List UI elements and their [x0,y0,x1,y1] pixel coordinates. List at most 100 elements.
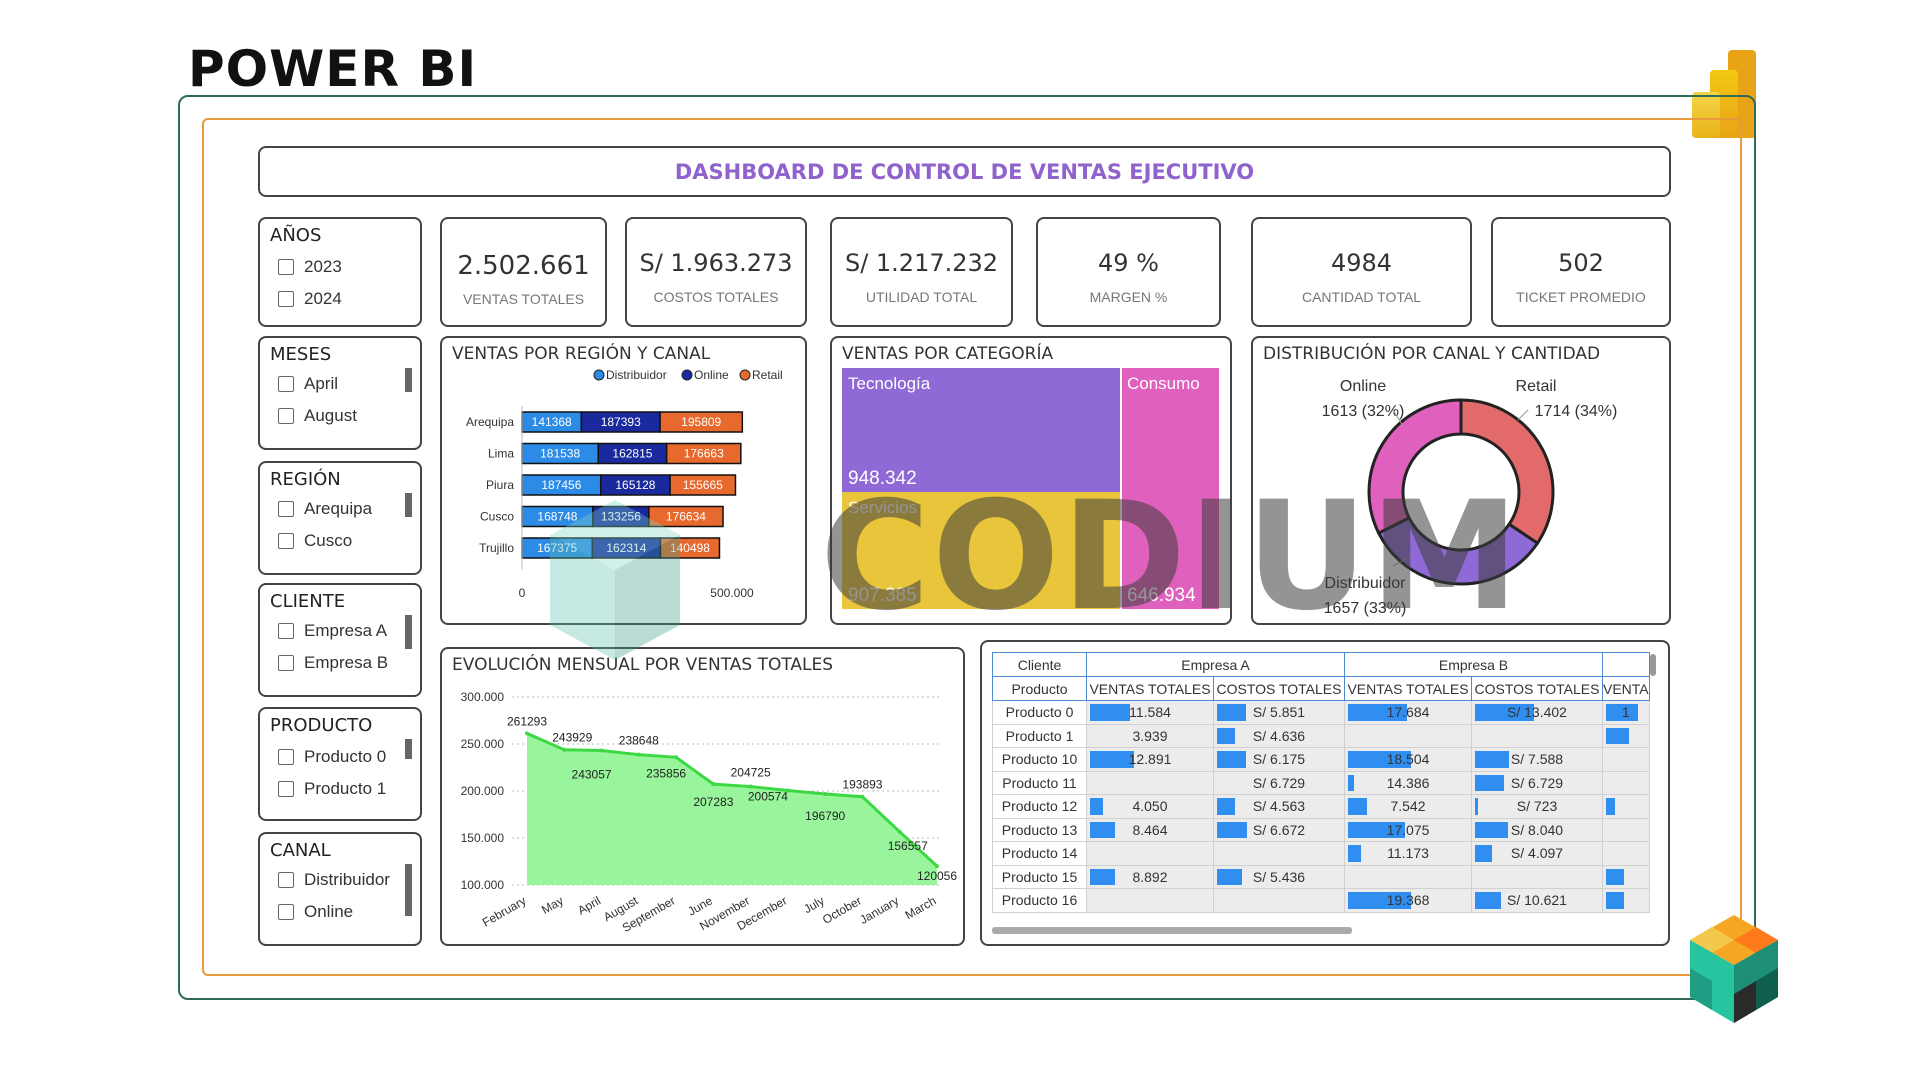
data-point[interactable] [636,752,641,757]
treemap-tile-servicios[interactable]: Servicios 907.385 [842,492,1120,609]
data-point[interactable] [674,755,679,760]
bar-segment-retail[interactable] [648,505,724,528]
table-row[interactable]: Producto 14 11.173 S/ 4.097 [992,841,1650,866]
table-cell[interactable] [1471,723,1603,748]
checkbox[interactable] [278,655,294,671]
measure-header[interactable]: COSTOS TOTALES [1471,676,1603,701]
table-cell[interactable] [1602,723,1650,748]
checkbox[interactable] [278,781,294,797]
table-row[interactable]: Producto 10 12.891 S/ 6.175 18.504 S/ 7.588 [992,747,1650,772]
table-cell[interactable]: S/ 4.097 [1471,841,1603,866]
table-cell[interactable] [1602,794,1650,819]
table-row[interactable]: Producto 0 11.584 S/ 5.851 17.684 S/ 13.402 1 [992,700,1650,725]
table-cell[interactable] [1602,841,1650,866]
slicer-scrollbar[interactable] [405,615,412,649]
bar-segment-retail[interactable] [669,474,737,496]
table-cell[interactable]: 14.386 [1344,770,1472,795]
data-point[interactable] [599,748,604,753]
slicer-scrollbar[interactable] [405,864,412,916]
table-cell[interactable]: 1 [1602,700,1650,725]
data-point[interactable] [525,731,529,736]
checkbox[interactable] [278,291,294,307]
data-point[interactable] [562,747,567,752]
client-empresa-a-header[interactable]: Empresa A [1086,652,1345,677]
table-cell[interactable] [1344,864,1472,889]
table-cell[interactable]: 7.542 [1344,794,1472,819]
slicer-option-2024[interactable]: 2024 [278,289,342,309]
checkbox[interactable] [278,501,294,517]
checkbox[interactable] [278,904,294,920]
chart-legend[interactable]: Distribuidor Online Retail [593,368,783,382]
slicer-option-april[interactable]: April [278,374,338,394]
table-row[interactable]: Producto 1 3.939 S/ 4.636 [992,723,1650,748]
table-cell[interactable] [1086,888,1214,913]
slicer-scrollbar[interactable] [405,739,412,759]
table-horizontal-scrollbar[interactable] [992,927,1352,934]
data-point[interactable] [935,864,939,869]
table-cell[interactable] [1086,770,1214,795]
table-cell[interactable]: 12.891 [1086,747,1214,772]
table-cell[interactable] [1213,841,1345,866]
measure-header[interactable]: VENTA [1602,676,1650,701]
slicer-option-producto-0[interactable]: Producto 0 [278,747,386,767]
table-cell[interactable]: 11.173 [1344,841,1472,866]
table-cell[interactable] [1602,817,1650,842]
data-point[interactable] [748,784,753,789]
table-row[interactable]: Producto 12 4.050 S/ 4.563 7.542 S/ 723 [992,794,1650,819]
table-cell[interactable]: 18.504 [1344,747,1472,772]
table-cell[interactable] [1471,864,1603,889]
bar-segment-retail[interactable] [659,537,721,559]
table-cell[interactable]: S/ 6.672 [1213,817,1345,842]
slicer-option-empresa-a[interactable]: Empresa A [278,621,387,641]
slicer-option-producto-1[interactable]: Producto 1 [278,779,386,799]
table-vertical-scrollbar[interactable] [1650,654,1656,676]
slicer-option-2023[interactable]: 2023 [278,257,342,277]
table-row[interactable]: Producto 13 8.464 S/ 6.672 17.075 S/ 8.040 [992,817,1650,842]
data-point[interactable] [823,792,828,797]
table-cell[interactable]: 4.050 [1086,794,1214,819]
table-cell[interactable]: 17.075 [1344,817,1472,842]
table-cell[interactable] [1602,770,1650,795]
table-cell[interactable]: 19.368 [1344,888,1472,913]
table-cell[interactable] [1602,888,1650,913]
table-cell[interactable]: 17.684 [1344,700,1472,725]
table-cell[interactable] [1213,888,1345,913]
table-cell[interactable]: S/ 6.729 [1213,770,1345,795]
donut-slice-retail[interactable] [1459,398,1555,546]
table-cell[interactable]: S/ 5.436 [1213,864,1345,889]
table-cell[interactable]: S/ 6.175 [1213,747,1345,772]
measure-header[interactable]: VENTAS TOTALES [1086,676,1214,701]
table-cell[interactable]: S/ 7.588 [1471,747,1603,772]
table-cell[interactable]: S/ 4.636 [1213,723,1345,748]
slicer-option-arequipa[interactable]: Arequipa [278,499,372,519]
table-row[interactable]: Producto 15 8.892 S/ 5.436 [992,864,1650,889]
slicer-scrollbar[interactable] [405,368,412,392]
table-cell[interactable]: S/ 8.040 [1471,817,1603,842]
table-cell[interactable]: 8.892 [1086,864,1214,889]
table-row[interactable]: Producto 16 19.368 S/ 10.621 [992,888,1650,913]
data-point[interactable] [711,782,716,787]
table-cell[interactable]: 11.584 [1086,700,1214,725]
slicer-option-empresa-b[interactable]: Empresa B [278,653,388,673]
table-cell[interactable]: 3.939 [1086,723,1214,748]
table-cell[interactable] [1602,864,1650,889]
slicer-scrollbar[interactable] [405,493,412,517]
table-cell[interactable]: S/ 13.402 [1471,700,1603,725]
slicer-option-online[interactable]: Online [278,902,353,922]
table-cell[interactable]: S/ 4.563 [1213,794,1345,819]
treemap-tile-consumo[interactable]: Consumo 646.934 [1122,368,1219,609]
table-cell[interactable]: 8.464 [1086,817,1214,842]
checkbox[interactable] [278,376,294,392]
table-cell[interactable]: S/ 5.851 [1213,700,1345,725]
measure-header[interactable]: VENTAS TOTALES [1344,676,1472,701]
checkbox[interactable] [278,408,294,424]
slicer-option-august[interactable]: August [278,406,357,426]
table-row[interactable]: Producto 11 S/ 6.729 14.386 S/ 6.729 [992,770,1650,795]
checkbox[interactable] [278,533,294,549]
matrix-table[interactable]: Cliente Empresa A Empresa B Producto VEN… [992,652,1652,920]
checkbox[interactable] [278,872,294,888]
table-cell[interactable] [1602,747,1650,772]
checkbox[interactable] [278,623,294,639]
data-point[interactable] [785,788,790,793]
table-cell[interactable] [1086,841,1214,866]
